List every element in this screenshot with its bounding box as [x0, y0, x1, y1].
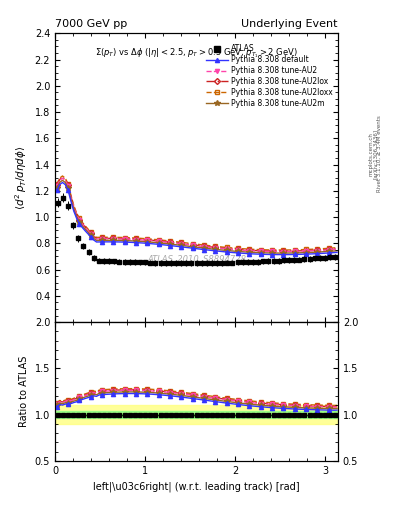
Text: 7000 GeV pp: 7000 GeV pp — [55, 18, 127, 29]
Bar — [55, 411, 338, 418]
Text: Underlying Event: Underlying Event — [241, 18, 338, 29]
Y-axis label: $\langle d^2\,p_T/d\eta d\phi\rangle$: $\langle d^2\,p_T/d\eta d\phi\rangle$ — [13, 145, 29, 210]
Text: mcplots.cern.ch: mcplots.cern.ch — [369, 132, 374, 176]
Legend: ATLAS, Pythia 8.308 default, Pythia 8.308 tune-AU2, Pythia 8.308 tune-AU2lox, Py: ATLAS, Pythia 8.308 default, Pythia 8.30… — [205, 43, 334, 110]
Text: [arXiv:1306.3436]: [arXiv:1306.3436] — [373, 129, 378, 179]
Text: Rivet 3.1.10, ≥ 3.4M events: Rivet 3.1.10, ≥ 3.4M events — [377, 115, 382, 192]
X-axis label: left|\u03c6right| (w.r.t. leading track) [rad]: left|\u03c6right| (w.r.t. leading track)… — [93, 481, 300, 492]
Text: $\Sigma(p_T)$ vs $\Delta\phi$ ($|\eta|<2.5$, $p_T>0.5$ GeV, $p_{T_1}>2$ GeV): $\Sigma(p_T)$ vs $\Delta\phi$ ($|\eta|<2… — [95, 46, 298, 60]
Y-axis label: Ratio to ATLAS: Ratio to ATLAS — [19, 356, 29, 427]
Text: ATLAS_2010_S8894728: ATLAS_2010_S8894728 — [147, 254, 246, 263]
Bar — [55, 406, 338, 424]
